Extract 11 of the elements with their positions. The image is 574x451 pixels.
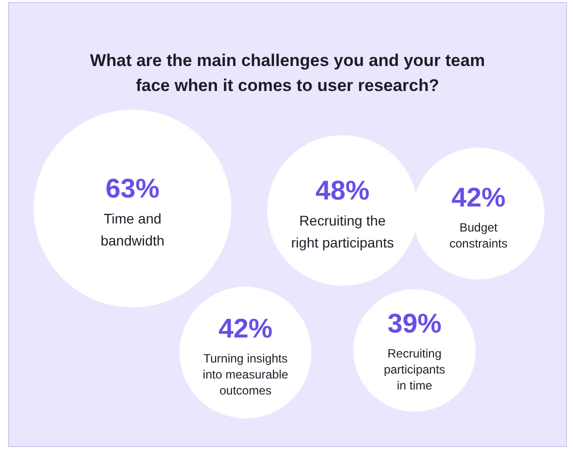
category-label: Turning insights into measurable outcomes — [202, 352, 289, 398]
data-label: 63% — [105, 174, 160, 204]
category-label: Recruiting the right participants — [291, 212, 394, 250]
category-label: Time and bandwidth — [100, 210, 164, 248]
data-label: 39% — [387, 308, 442, 338]
data-label: 42% — [451, 182, 506, 212]
data-label: 48% — [315, 176, 370, 206]
data-label: 42% — [218, 314, 273, 344]
text: What are the main challenges you and your team face when it comes to user research? — [90, 51, 485, 95]
category-label: Recruiting participants in time — [384, 346, 446, 392]
category-label: Budget constraints — [449, 220, 508, 250]
